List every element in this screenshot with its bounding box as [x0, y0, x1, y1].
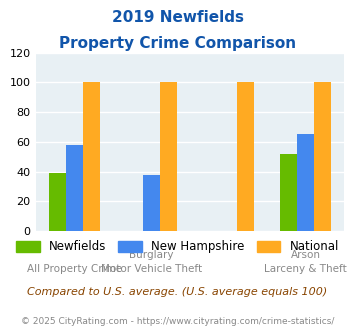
Bar	[83, 82, 100, 231]
Text: Property Crime Comparison: Property Crime Comparison	[59, 36, 296, 51]
Bar	[49, 173, 66, 231]
Text: All Property Crime: All Property Crime	[27, 264, 122, 274]
Text: © 2025 CityRating.com - https://www.cityrating.com/crime-statistics/: © 2025 CityRating.com - https://www.city…	[21, 317, 334, 326]
Text: Compared to U.S. average. (U.S. average equals 100): Compared to U.S. average. (U.S. average …	[27, 287, 328, 297]
Bar	[297, 134, 314, 231]
Text: Larceny & Theft: Larceny & Theft	[264, 264, 347, 274]
Text: 2019 Newfields: 2019 Newfields	[111, 10, 244, 25]
Bar	[160, 82, 177, 231]
Bar	[143, 175, 160, 231]
Bar	[314, 82, 331, 231]
Text: Motor Vehicle Theft: Motor Vehicle Theft	[101, 264, 202, 274]
Text: Burglary: Burglary	[129, 250, 174, 260]
Text: Arson: Arson	[291, 250, 321, 260]
Bar	[237, 82, 254, 231]
Legend: Newfields, New Hampshire, National: Newfields, New Hampshire, National	[11, 236, 344, 258]
Bar	[280, 154, 297, 231]
Bar	[66, 145, 83, 231]
